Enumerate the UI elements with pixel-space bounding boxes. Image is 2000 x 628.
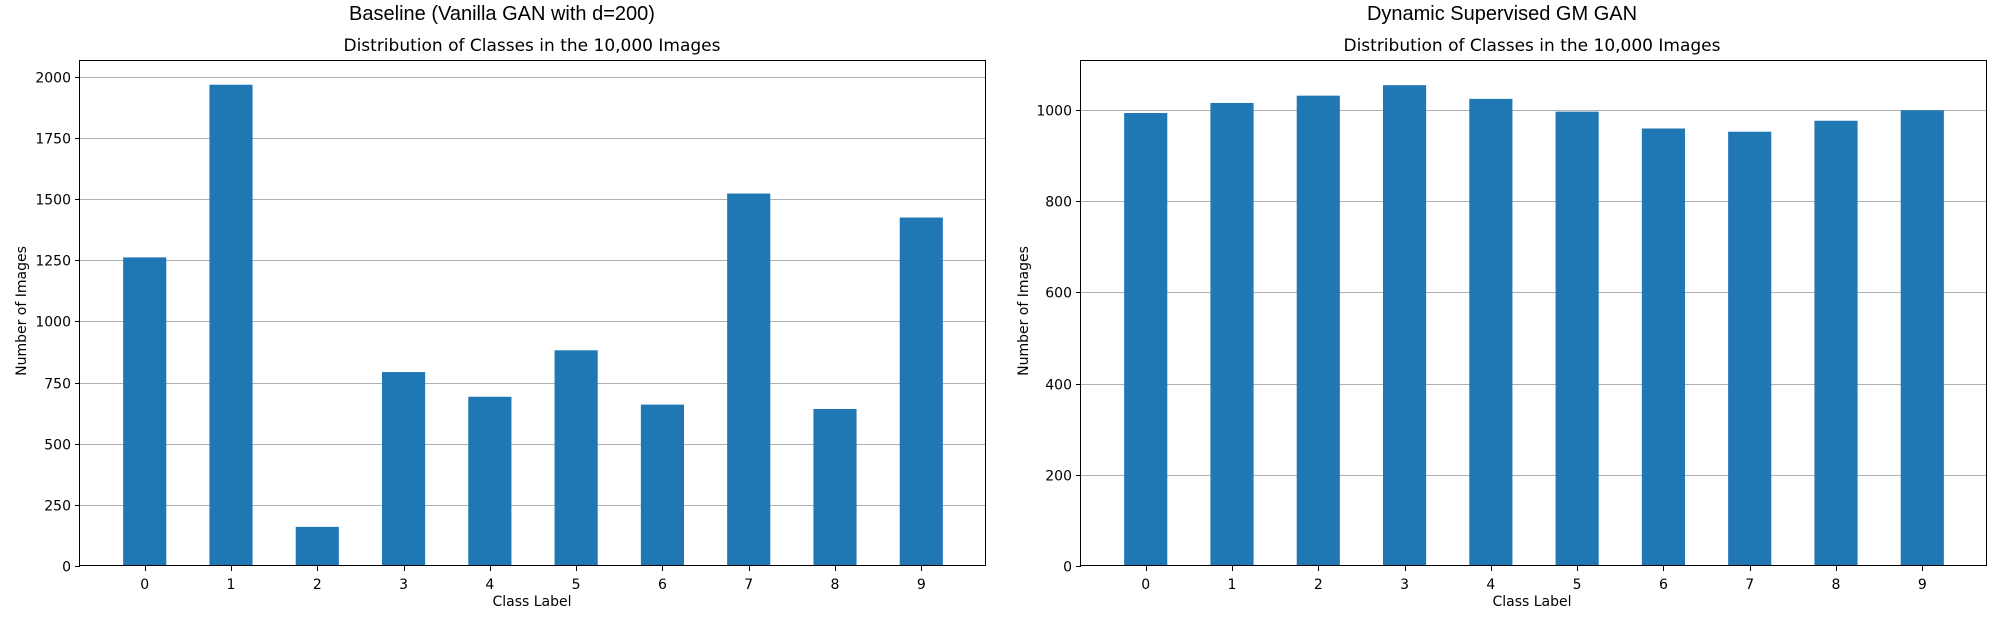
chart-title: Distribution of Classes in the 10,000 Im… (343, 36, 720, 56)
x-tick-label: 7 (1745, 577, 1754, 593)
x-tick-label: 0 (140, 577, 149, 593)
x-tick-label: 3 (399, 577, 408, 593)
bar-class-3 (382, 372, 426, 566)
y-tick-label: 1000 (1036, 104, 1072, 120)
y-tick-label: 200 (1045, 469, 1072, 485)
y-tick-label: 250 (44, 499, 71, 515)
x-axis-label: Class Label (1492, 594, 1571, 610)
bar-class-2 (1296, 95, 1340, 566)
bar-class-2 (295, 526, 339, 566)
bar-class-5 (1555, 111, 1599, 567)
y-tick-label: 400 (1045, 378, 1072, 394)
x-tick-label: 6 (1659, 577, 1668, 593)
y-tick-label: 750 (44, 377, 71, 393)
bar-class-7 (1728, 131, 1772, 567)
x-tick-label: 2 (313, 577, 322, 593)
y-tick-label: 1250 (35, 254, 71, 270)
chart-suptitle: Baseline (Vanilla GAN with d=200) (349, 3, 655, 25)
bar-class-4 (1469, 98, 1513, 567)
ticks: 0 250 500 750 1000 1250 1500 1750 2000 0 1 2 3 4 5 6 7 8 9 (35, 71, 925, 594)
x-tick-label: 1 (227, 577, 236, 593)
y-tick-label: 0 (62, 560, 71, 576)
ticks: 0 200 400 600 800 1000 0 1 2 3 4 5 6 7 8 9 (1036, 104, 1926, 594)
x-tick-label: 9 (917, 577, 926, 593)
x-tick-label: 9 (1918, 577, 1927, 593)
x-tick-label: 0 (1141, 577, 1150, 593)
y-tick-label: 0 (1063, 560, 1072, 576)
bar-class-0 (1124, 113, 1168, 566)
x-tick-label: 8 (1832, 577, 1841, 593)
bar-class-8 (1814, 120, 1858, 566)
x-tick-label: 8 (831, 577, 840, 593)
plot-frame (79, 60, 986, 566)
bar-class-8 (813, 408, 857, 566)
y-axis-label: Number of Images (1016, 246, 1032, 376)
y-tick-label: 600 (1045, 286, 1072, 302)
x-tick-label: 3 (1400, 577, 1409, 593)
chart-baseline: Baseline (Vanilla GAN with d=200) Distri… (14, 3, 986, 610)
x-axis-label: Class Label (492, 594, 571, 610)
bar-class-4 (468, 396, 512, 566)
bar-class-9 (899, 217, 943, 567)
x-tick-label: 6 (658, 577, 667, 593)
x-tick-label: 2 (1314, 577, 1323, 593)
plot-frame (1080, 60, 1987, 566)
x-tick-label: 5 (1573, 577, 1582, 593)
bar-class-7 (727, 193, 771, 566)
bar-class-9 (1900, 110, 1944, 566)
chart-dynamic-gm-gan: Dynamic Supervised GM GAN Distribution o… (1016, 3, 1987, 610)
bar-class-1 (1210, 102, 1254, 566)
bar-class-6 (1641, 128, 1685, 566)
bar-class-0 (123, 257, 167, 566)
y-tick-label: 2000 (35, 71, 71, 87)
y-axis-label: Number of Images (14, 246, 30, 376)
bar-class-6 (640, 404, 684, 566)
bar-class-5 (554, 350, 598, 566)
bar-class-1 (209, 84, 253, 566)
y-tick-label: 1000 (35, 315, 71, 331)
bar-class-3 (1383, 85, 1427, 567)
x-tick-label: 4 (1486, 577, 1495, 593)
chart-title: Distribution of Classes in the 10,000 Im… (1343, 36, 1720, 56)
x-tick-label: 1 (1228, 577, 1237, 593)
y-tick-label: 1750 (35, 132, 71, 148)
bars (123, 84, 943, 567)
y-tick-label: 500 (44, 438, 71, 454)
chart-suptitle: Dynamic Supervised GM GAN (1367, 3, 1637, 25)
y-tick-label: 800 (1045, 195, 1072, 211)
x-tick-label: 4 (485, 577, 494, 593)
x-tick-label: 5 (572, 577, 581, 593)
x-tick-label: 7 (744, 577, 753, 593)
bars (1124, 85, 1944, 567)
y-tick-label: 1500 (35, 193, 71, 209)
